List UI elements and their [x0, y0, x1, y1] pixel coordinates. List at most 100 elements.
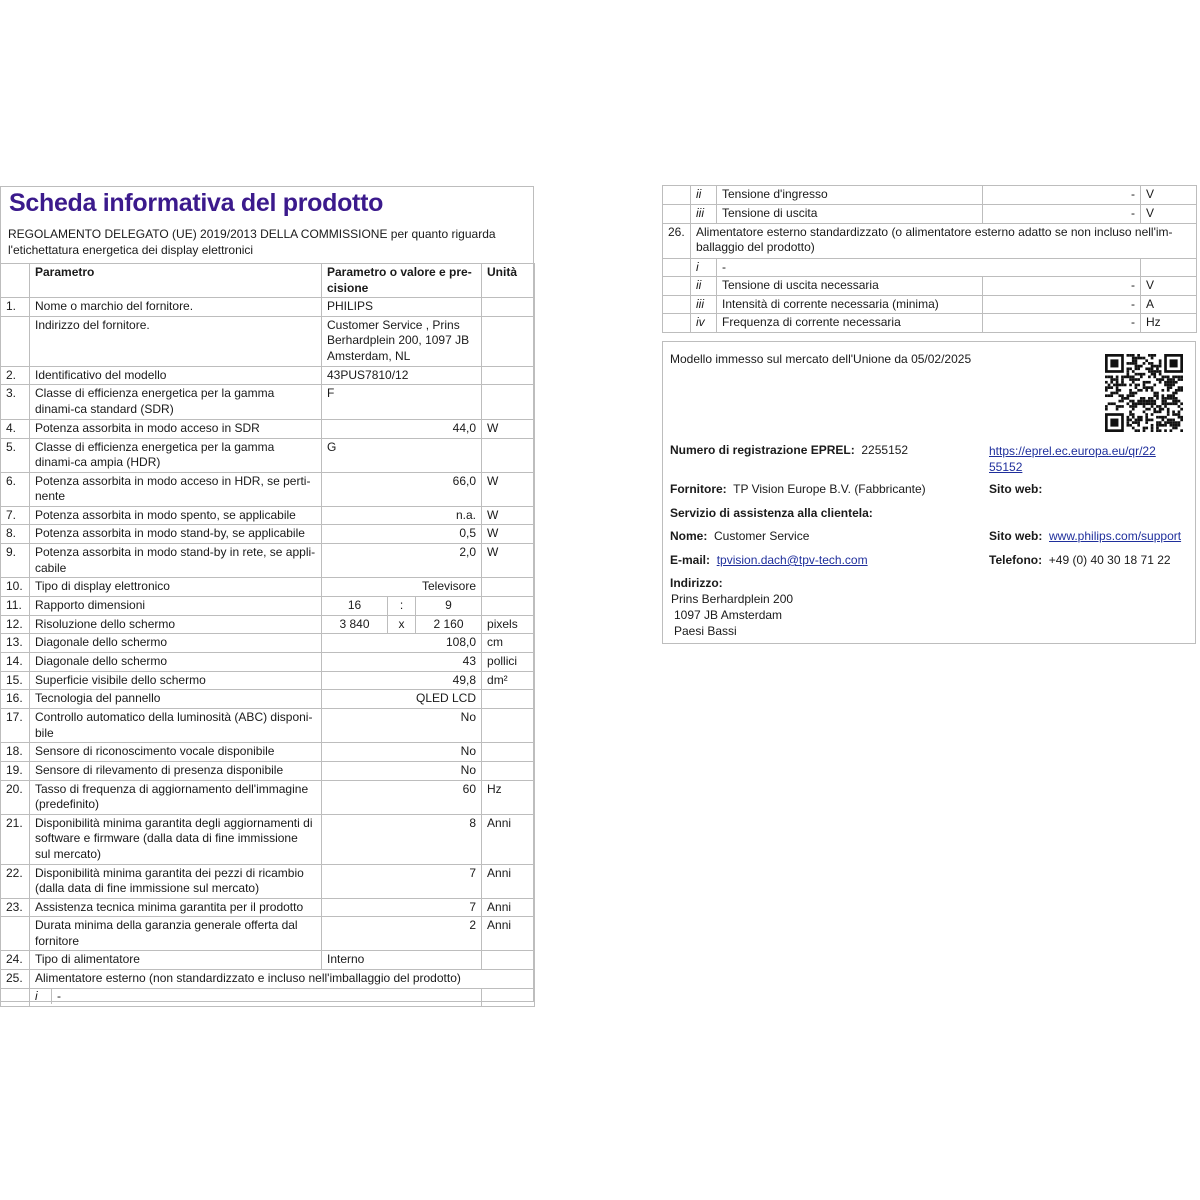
row-value: PHILIPS [320, 297, 483, 317]
row-number: 22. [0, 863, 30, 899]
row-unit [481, 384, 536, 420]
row-value-b: 9 [414, 595, 483, 616]
row-parameter: Assistenza tecnica minima garantita per … [29, 897, 322, 917]
row-unit: cm [481, 633, 536, 653]
row-value: No [320, 761, 483, 781]
table-row: ii Tensione di uscita necessaria - V [662, 276, 1197, 296]
email-label: E-mail: [670, 553, 711, 567]
table-row: 5. Classe di efficienza energetica per la… [0, 437, 536, 473]
row-number: 1. [0, 297, 30, 317]
table-row: 19. Sensore di rilevamento di presenza di… [0, 761, 536, 781]
row-value: Customer Service , Prins Berhardplein 20… [320, 315, 483, 367]
table-row: 22. Disponibilità minima garantita dei pe… [0, 863, 536, 899]
row-number: 2. [0, 365, 30, 385]
table-row: 20. Tasso di frequenza di aggiornamento d… [0, 779, 536, 815]
row-unit [1140, 257, 1197, 277]
table-row: Indirizzo del fornitore. Customer Service… [0, 315, 536, 367]
row-number: 20. [0, 779, 30, 815]
row-parameter: Potenza assorbita in modo spento, se app… [29, 505, 322, 525]
row-unit [481, 950, 536, 970]
table-row: 12. Risoluzione dello schermo 3 840 x 2 160 p… [0, 614, 536, 634]
row-parameter: Frequenza di corrente necessaria [716, 313, 983, 333]
row-unit: V [1140, 276, 1197, 296]
row-parameter: Tecnologia del pannello [29, 689, 322, 709]
table-row: 24. Tipo di alimentatore Interno [0, 950, 536, 970]
row-parameter: Controllo automatico della luminosità (A… [29, 708, 322, 743]
row-parameter: Sensore di riconoscimento vocale disponi… [29, 742, 322, 762]
table-row: 26. Alimentatore esterno standardizzato (… [662, 222, 1197, 259]
table-row: iii Intensità di corrente necessaria (min… [662, 294, 1197, 314]
row-value: 43PUS7810/12 [320, 365, 483, 385]
table-row: 2. Identificativo del modello 43PUS7810/12 [0, 365, 536, 385]
row-value: - [57, 988, 61, 1003]
row-parameter: Intensità di corrente necessaria (minima… [716, 294, 983, 314]
row-value: 66,0 [320, 471, 483, 507]
row-number: 21. [0, 813, 30, 865]
eprel-link[interactable]: https://eprel.ec.europa.eu/qr/22 [989, 444, 1156, 458]
table-row: iii Tensione di uscita - V [662, 203, 1197, 224]
table-row: iv Frequenza di corrente necessaria - Hz [662, 313, 1197, 333]
eprel-label: Numero di registrazione EPREL: [670, 443, 855, 457]
phone-value: +49 (0) 40 30 18 71 22 [1048, 553, 1171, 567]
row-number: 7. [0, 505, 30, 525]
row-parameter: Alimentatore esterno standardizzato (o a… [690, 222, 1197, 259]
row-value: 7 [320, 863, 483, 899]
row-parameter: Classe di efficienza energetica per la g… [29, 437, 322, 473]
row-number: 3. [0, 384, 30, 420]
market-date: Modello immesso sul mercato dell'Unione … [670, 352, 972, 366]
row-number: 8. [0, 524, 30, 544]
row-value: 0,5 [320, 524, 483, 544]
row-number: 17. [0, 708, 30, 743]
row-unit [481, 595, 536, 616]
row-number: 13. [0, 633, 30, 653]
table-row: 10. Tipo di display elettronico Televisore [0, 577, 536, 597]
row-parameter: Tipo di display elettronico [29, 577, 322, 597]
table-row: 3. Classe di efficienza energetica per la… [0, 384, 536, 420]
supplier-label: Fornitore: [670, 482, 727, 496]
parameters-table: Parametro Parametro o valore e pre-cisio… [0, 263, 536, 1007]
regulation-subtitle: REGOLAMENTO DELEGATO (UE) 2019/2013 DELL… [8, 227, 496, 257]
row-parameter: Diagonale dello schermo [29, 651, 322, 672]
row-number: 15. [0, 670, 30, 690]
row-parameter: Tasso di frequenza di aggiornamento dell… [29, 779, 322, 815]
table-row: 25. Alimentatore esterno (non standardizz… [0, 969, 536, 989]
table-row: 8. Potenza assorbita in modo stand-by, se… [0, 524, 536, 544]
row-value: - [982, 185, 1141, 205]
row-number: 14. [0, 651, 30, 672]
row-number: 26. [662, 222, 691, 259]
roman-numeral: ii [690, 276, 717, 296]
name-label: Nome: [670, 529, 708, 543]
row-number: 24. [0, 950, 30, 970]
row-number: 11. [0, 595, 30, 616]
row-number: 19. [0, 761, 30, 781]
row-parameter: Tensione di uscita necessaria [716, 276, 983, 296]
row-unit: W [481, 471, 536, 507]
row-parameter: Alimentatore esterno (non standardizzato… [28, 969, 536, 989]
email-link[interactable]: tpvision.dach@tpv-tech.com [716, 553, 868, 567]
row-unit [481, 315, 536, 367]
table-row: 9. Potenza assorbita in modo stand-by in … [0, 543, 536, 578]
row-parameter: Durata minima della garanzia generale of… [29, 916, 322, 951]
row-number: 18. [0, 742, 30, 762]
table-row: 7. Potenza assorbita in modo spento, se a… [0, 505, 536, 525]
row-parameter: Identificativo del modello [29, 365, 322, 385]
row-number: 25. [0, 969, 30, 989]
qr-code-icon[interactable] [1105, 354, 1183, 432]
row-parameter: Potenza assorbita in modo acceso in SDR [29, 419, 322, 439]
support-link[interactable]: www.philips.com/support [1049, 529, 1182, 543]
table-row: 23. Assistenza tecnica minima garantita p… [0, 897, 536, 917]
row-unit: W [481, 543, 536, 578]
row-number: 12. [0, 614, 30, 634]
row-parameter: Potenza assorbita in modo stand-by, se a… [29, 524, 322, 544]
row-number [662, 313, 691, 333]
row-value: 108,0 [320, 633, 483, 653]
table-header-row: Parametro Parametro o valore e pre-cisio… [0, 263, 536, 298]
eprel-link-cont[interactable]: 55152 [989, 460, 1023, 474]
row-number [0, 916, 30, 951]
row-parameter: Tensione di uscita [716, 203, 983, 224]
website-label: Sito web: [989, 482, 1043, 496]
row-value: Televisore [320, 577, 483, 597]
row-number [0, 315, 30, 367]
roman-numeral: i [690, 257, 717, 277]
